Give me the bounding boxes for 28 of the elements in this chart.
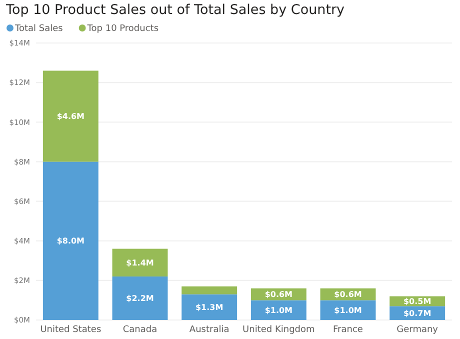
data-label: $8.0M [56,236,85,246]
data-label: $0.6M [264,290,293,300]
bar [42,162,98,320]
x-tick-label: Canada [122,325,158,335]
data-label: $4.6M [56,112,85,122]
bar [182,294,238,320]
legend-label: Top 10 Products [86,24,159,34]
bar [320,300,376,320]
chart-title: Top 10 Product Sales out of Total Sales by Country [5,2,345,18]
bar [112,248,168,276]
legend-label: Total Sales [14,24,64,34]
bar [42,70,98,162]
data-label: $1.4M [126,258,154,268]
bar [182,286,238,294]
data-label: $1.0M [334,306,362,315]
data-label: $0.5M [403,297,432,306]
data-label: $0.6M [334,290,362,300]
x-tick-label: United Kingdom [242,325,315,335]
data-label: $1.3M [195,302,224,312]
data-label: $1.0M [264,306,293,315]
x-tick-label: United States [40,325,102,335]
x-tick-label: Germany [396,325,439,335]
bar [112,276,168,320]
data-label: $2.2M [126,294,154,304]
x-tick-label: France [333,325,364,335]
bar [250,300,306,320]
data-label: $0.7M [403,308,432,318]
x-tick-label: Australia [189,325,230,335]
